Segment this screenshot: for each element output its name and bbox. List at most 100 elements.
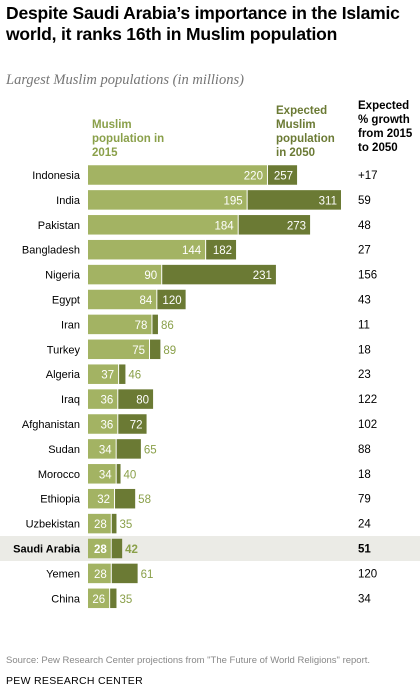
category-label-pakistan: Pakistan [38, 220, 80, 232]
value-2015-egypt: 84 [140, 295, 153, 307]
chart-subtitle: Largest Muslim populations (in millions) [6, 72, 244, 88]
chart-title: Despite Saudi Arabia’s importance in the… [6, 3, 400, 44]
bar-2015-nigeria [88, 264, 162, 285]
bar-2015-yemen [88, 563, 111, 584]
value-2015-morocco: 34 [99, 469, 112, 481]
growth-value-algeria: 23 [358, 369, 371, 381]
value-2050-indonesia: 257 [274, 171, 293, 183]
bar-2050-ethiopia [115, 488, 136, 509]
growth-value-iraq: 122 [358, 394, 377, 406]
value-2050-egypt: 120 [162, 295, 181, 307]
value-2015-uzbekistan: 28 [94, 519, 107, 531]
bar-2015-bangladesh [88, 239, 206, 260]
value-2015-turkey: 75 [132, 345, 145, 357]
value-2015-nigeria: 90 [144, 270, 157, 282]
value-2015-sudan: 34 [99, 444, 112, 456]
category-label-yemen: Yemen [46, 568, 80, 580]
value-2015-iraq: 36 [100, 395, 113, 407]
growth-value-ethiopia: 79 [358, 494, 371, 506]
category-label-iran: Iran [61, 319, 80, 331]
category-label-nigeria: Nigeria [45, 270, 81, 282]
value-2050-yemen: 61 [141, 569, 154, 581]
bar-2050-india [247, 190, 341, 210]
growth-value-bangladesh: 27 [358, 245, 371, 257]
growth-value-yemen: 120 [358, 568, 377, 580]
value-2050-china: 35 [119, 594, 132, 606]
category-label-iraq: Iraq [61, 394, 80, 406]
bar-2015-ethiopia [88, 488, 115, 509]
category-label-ethiopia: Ethiopia [40, 494, 81, 506]
bar-2050-afghanistan [118, 414, 147, 434]
value-2050-saudi-arabia: 42 [125, 544, 138, 556]
category-label-india: India [56, 195, 81, 207]
bar-2015-algeria [88, 364, 119, 384]
highlight-band-saudi-arabia [0, 536, 420, 561]
value-2015-india: 195 [223, 195, 242, 207]
bar-2015-pakistan [88, 215, 238, 235]
category-label-china: China [51, 593, 81, 605]
bar-2050-yemen [111, 563, 138, 584]
value-2015-ethiopia: 32 [97, 494, 110, 506]
growth-value-afghanistan: 102 [358, 419, 377, 431]
growth-value-saudi-arabia: 51 [358, 544, 371, 556]
growth-value-turkey: 18 [358, 344, 371, 356]
value-2015-china: 26 [92, 594, 105, 606]
value-2050-sudan: 65 [144, 444, 157, 456]
category-label-bangladesh: Bangladesh [22, 245, 80, 257]
bar-2050-sudan [116, 439, 141, 459]
bar-2050-bangladesh [206, 239, 237, 260]
value-2050-uzbekistan: 35 [119, 519, 132, 531]
growth-value-indonesia: +17 [358, 170, 378, 182]
value-2015-bangladesh: 144 [182, 245, 202, 257]
value-2050-india: 311 [319, 195, 337, 207]
category-label-saudi-arabia: Saudi Arabia [13, 544, 81, 556]
value-2050-ethiopia: 58 [138, 494, 151, 506]
bar-2015-afghanistan [88, 414, 118, 434]
bar-2015-indonesia [88, 165, 267, 185]
legend-2015: Muslim population in 2015 [92, 119, 165, 159]
growth-value-uzbekistan: 24 [358, 519, 371, 531]
value-2050-turkey: 89 [163, 345, 176, 357]
legend-2050: Expected Muslim population in 2050 [276, 105, 335, 159]
bar-2050-turkey [150, 339, 161, 360]
value-2015-indonesia: 220 [244, 171, 263, 183]
bar-2050-iraq [118, 389, 154, 409]
category-label-indonesia: Indonesia [32, 170, 81, 182]
value-2015-iran: 78 [135, 320, 148, 332]
value-2015-afghanistan: 36 [100, 420, 113, 432]
value-2050-bangladesh: 182 [213, 245, 232, 257]
growth-value-india: 59 [358, 195, 371, 207]
bar-2015-morocco [88, 464, 116, 484]
bar-2050-saudi-arabia [111, 538, 123, 559]
value-2050-morocco: 40 [124, 469, 137, 481]
category-label-turkey: Turkey [47, 344, 81, 356]
category-label-egypt: Egypt [52, 295, 80, 307]
growth-value-china: 34 [358, 593, 371, 605]
growth-value-morocco: 18 [358, 469, 371, 481]
category-label-uzbekistan: Uzbekistan [26, 519, 80, 531]
category-label-sudan: Sudan [48, 444, 80, 456]
bar-2050-pakistan [238, 215, 311, 235]
bar-2015-saudi-arabia [88, 538, 111, 559]
category-label-afghanistan: Afghanistan [22, 419, 80, 431]
bar-2050-uzbekistan [111, 513, 117, 534]
category-label-algeria: Algeria [46, 369, 81, 381]
bar-2015-uzbekistan [88, 513, 111, 534]
growth-value-iran: 11 [358, 319, 370, 331]
growth-value-egypt: 43 [358, 295, 371, 307]
organization-name: PEW RESEARCH CENTER [6, 675, 143, 687]
growth-column-header: Expected % growth from 2015 to 2050 [358, 100, 413, 154]
bar-2050-egypt [157, 289, 186, 310]
bar-2015-iran [88, 314, 152, 335]
bar-2015-china [88, 588, 110, 609]
value-2015-yemen: 28 [94, 569, 107, 581]
bar-2015-turkey [88, 339, 150, 360]
value-2050-algeria: 46 [128, 370, 141, 382]
value-2050-iraq: 80 [136, 395, 149, 407]
value-2050-iran: 86 [161, 320, 174, 332]
value-2050-pakistan: 273 [287, 220, 306, 232]
value-2015-algeria: 37 [101, 370, 114, 382]
value-2015-saudi-arabia: 28 [94, 544, 107, 556]
value-2015-pakistan: 184 [214, 220, 234, 232]
value-2050-nigeria: 231 [253, 270, 272, 282]
